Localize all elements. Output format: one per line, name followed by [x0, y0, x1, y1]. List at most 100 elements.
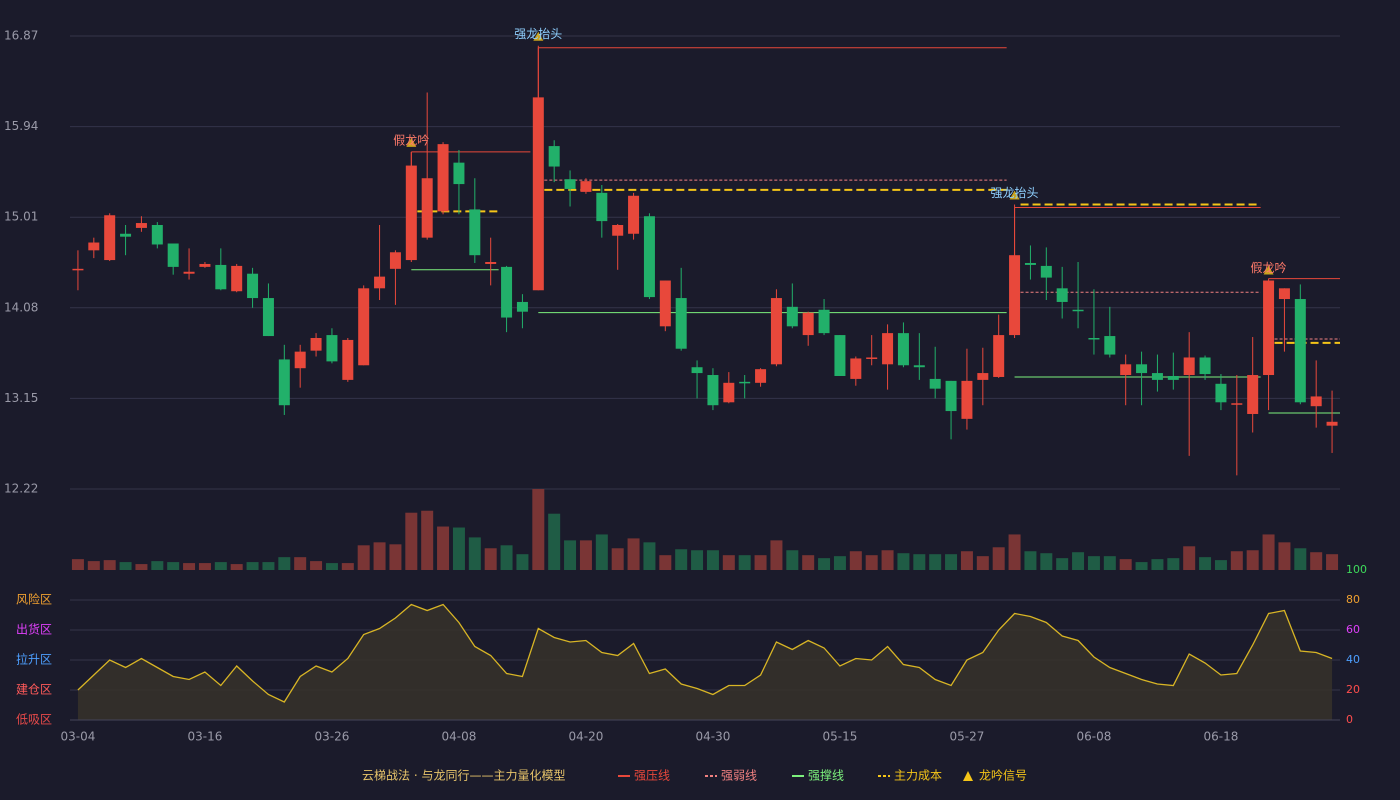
legend-label: 龙吟信号: [979, 768, 1027, 783]
candle-body: [104, 215, 116, 261]
volume-bar: [1056, 558, 1069, 570]
candle-body: [1326, 421, 1338, 426]
volume-bar: [1310, 552, 1323, 570]
signal-marker: [1009, 190, 1020, 200]
volume-bar: [516, 554, 529, 570]
volume-bar: [627, 538, 640, 570]
candle-body: [1009, 255, 1021, 336]
volume-bar: [960, 551, 973, 570]
volume-bar: [675, 549, 688, 570]
candle-body: [1247, 375, 1259, 414]
candle-body: [548, 146, 560, 167]
annotation: 强龙抬头: [514, 27, 562, 41]
volume-bar: [119, 562, 132, 570]
zone-label: 出货区: [16, 622, 52, 637]
y2-tick-label: 80: [1346, 593, 1360, 606]
volume-bar: [1167, 558, 1180, 570]
candle-body: [707, 375, 719, 406]
y-tick-label: 15.94: [4, 119, 38, 133]
volume-bar: [897, 553, 910, 570]
volume-bar: [198, 563, 211, 570]
candle-body: [437, 144, 449, 212]
volume-bar: [786, 550, 799, 570]
candle-body: [850, 358, 862, 379]
volume-bar: [691, 550, 704, 570]
candle-body: [215, 264, 227, 290]
x-tick-label: 05-15: [823, 730, 858, 744]
volume-bar: [1040, 553, 1053, 570]
volume-bar: [135, 564, 148, 570]
volume-bar: [706, 550, 719, 570]
candle-body: [310, 338, 322, 351]
volume-bar: [929, 554, 942, 570]
volume-bar: [1103, 556, 1116, 570]
y-tick-label: 14.08: [4, 300, 38, 314]
candle-body: [1151, 373, 1163, 380]
x-tick-label: 06-08: [1077, 730, 1112, 744]
candle-body: [786, 306, 798, 327]
legend-label: 强撑线: [808, 768, 844, 783]
candle-body: [1215, 383, 1227, 403]
volume-bar: [294, 557, 307, 570]
candle-body: [72, 268, 84, 271]
volume-bar: [437, 526, 450, 570]
volume-bar: [246, 562, 259, 570]
y-tick-label: 12.22: [4, 482, 38, 496]
candle-body: [1072, 309, 1084, 312]
candle-body: [342, 339, 354, 380]
volume-bar: [1008, 534, 1021, 570]
candle-body: [993, 335, 1005, 377]
candle-body: [691, 367, 703, 374]
candle-body: [755, 369, 767, 383]
candle-body: [1310, 396, 1322, 407]
volume-bar: [389, 544, 402, 570]
indicator-area: [77, 604, 1333, 720]
x-tick-label: 04-30: [696, 730, 731, 744]
volume-bar: [913, 554, 926, 570]
volume-bar: [579, 540, 592, 570]
volume-bar: [1246, 550, 1259, 570]
volume-bar: [373, 542, 386, 570]
candle-body: [1183, 357, 1195, 376]
y-tick-label: 15.01: [4, 210, 38, 224]
y2-tick-label: 60: [1346, 623, 1360, 636]
y2-tick-label: 0: [1346, 713, 1353, 726]
candle-body: [723, 382, 735, 403]
volume-bar: [611, 548, 624, 570]
zone-label: 拉升区: [16, 652, 52, 667]
candle-body: [1278, 288, 1290, 300]
candle-body: [770, 298, 782, 365]
y2-tick-label: 100: [1346, 563, 1367, 576]
y-tick-label: 13.15: [4, 391, 38, 405]
volume-bar: [802, 555, 815, 570]
volume-bar: [214, 562, 227, 570]
signal-marker: [406, 137, 417, 147]
candle-body: [1024, 262, 1036, 265]
x-tick-label: 04-08: [442, 730, 477, 744]
volume-bar: [738, 555, 751, 570]
y2-tick-label: 40: [1346, 653, 1360, 666]
candle-body: [516, 301, 528, 312]
zone-label: 建仓区: [16, 683, 52, 697]
volume-bar: [278, 557, 291, 570]
candle-body: [961, 380, 973, 419]
candle-body: [88, 242, 100, 251]
indicator-line: [77, 603, 1333, 703]
volume-bar: [1294, 548, 1307, 570]
candle-body: [135, 223, 147, 228]
volume-bar: [325, 563, 338, 570]
volume-bar: [262, 562, 275, 570]
candle-body: [294, 351, 306, 369]
candle-body: [1120, 364, 1132, 376]
candle-body: [374, 276, 386, 289]
candle-body: [501, 266, 513, 318]
candle-body: [612, 224, 624, 236]
legend-signal-swatch: [963, 771, 973, 781]
volume-bar: [722, 555, 735, 570]
candle-body: [532, 97, 544, 291]
y-tick-label: 16.87: [4, 29, 38, 43]
volume-bar: [1326, 554, 1339, 570]
candle-body: [358, 288, 370, 366]
